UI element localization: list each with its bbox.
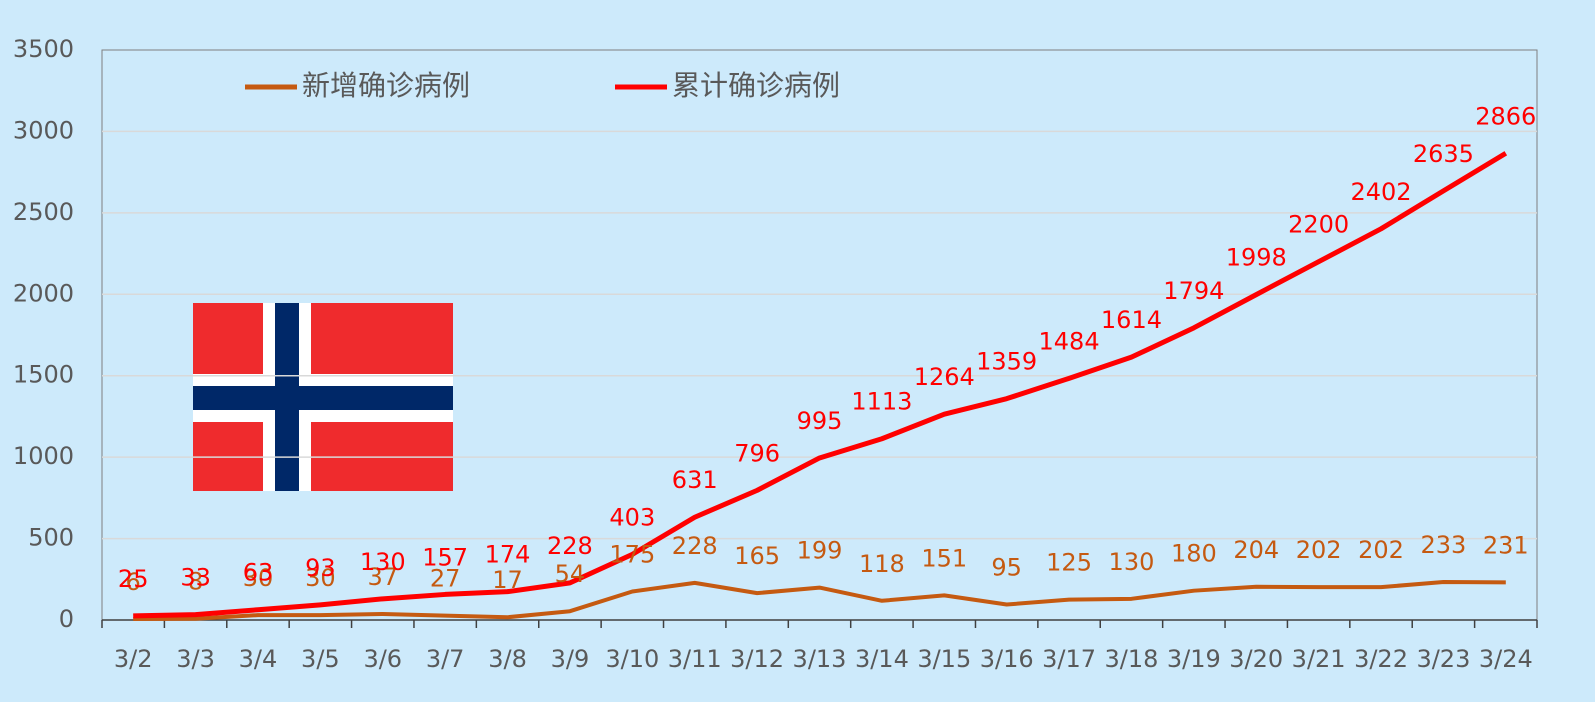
data-label: 30 (305, 564, 336, 592)
series-line (133, 151, 1508, 619)
x-tick-label: 3/7 (426, 645, 465, 673)
data-label: 204 (1233, 536, 1279, 564)
x-tick-label: 3/2 (114, 645, 153, 673)
data-label: 2635 (1413, 140, 1474, 168)
legend-label: 累计确诊病例 (672, 69, 840, 102)
data-label: 1794 (1163, 277, 1224, 305)
y-tick-label: 3500 (13, 35, 74, 63)
data-label: 202 (1358, 536, 1404, 564)
data-label: 1264 (914, 363, 975, 391)
data-label: 1614 (1101, 306, 1162, 334)
data-label: 30 (243, 564, 274, 592)
x-tick-label: 3/22 (1354, 645, 1408, 673)
data-label: 6 (126, 568, 141, 596)
x-tick-label: 3/11 (668, 645, 722, 673)
data-label: 63 (243, 559, 274, 587)
data-label: 199 (797, 537, 843, 565)
data-label: 631 (672, 466, 718, 494)
data-label: 1484 (1039, 327, 1100, 355)
flag (193, 303, 453, 491)
x-tick-label: 3/21 (1292, 645, 1346, 673)
series-line (133, 580, 1506, 622)
data-label: 2866 (1475, 102, 1536, 130)
x-tick-label: 3/16 (980, 645, 1034, 673)
y-tick-label: 2500 (13, 198, 74, 226)
x-tick-label: 3/20 (1229, 645, 1283, 673)
data-label: 27 (430, 565, 461, 593)
y-tick-label: 1000 (13, 442, 74, 470)
data-label: 93 (305, 554, 336, 582)
x-tick-label: 3/10 (605, 645, 659, 673)
data-label: 54 (555, 560, 586, 588)
data-label: 228 (547, 532, 593, 560)
data-label: 1113 (851, 388, 912, 416)
data-label: 17 (492, 566, 523, 594)
data-label: 2200 (1288, 211, 1349, 239)
data-label: 25 (118, 565, 149, 593)
x-tick-label: 3/18 (1105, 645, 1159, 673)
x-tick-label: 3/6 (363, 645, 402, 673)
data-label: 8 (188, 568, 203, 596)
data-label: 1998 (1226, 244, 1287, 272)
x-tick-label: 3/23 (1416, 645, 1470, 673)
data-label: 130 (1109, 548, 1155, 576)
y-tick-label: 3000 (13, 116, 74, 144)
data-label: 796 (734, 439, 780, 467)
x-tick-label: 3/15 (917, 645, 971, 673)
data-label: 33 (180, 564, 211, 592)
data-label: 95 (991, 554, 1022, 582)
data-label: 995 (797, 407, 843, 435)
x-tick-label: 3/5 (301, 645, 340, 673)
data-label: 118 (859, 550, 905, 578)
y-tick-label: 500 (28, 524, 74, 552)
data-label: 231 (1483, 531, 1529, 559)
x-tick-label: 3/4 (239, 645, 278, 673)
data-label: 174 (485, 541, 531, 569)
y-tick-label: 0 (59, 605, 74, 633)
data-label: 175 (609, 541, 655, 569)
data-label: 157 (422, 543, 468, 571)
x-tick-label: 3/3 (176, 645, 215, 673)
data-label: 1359 (976, 348, 1037, 376)
data-label: 202 (1296, 536, 1342, 564)
x-tick-label: 3/13 (793, 645, 847, 673)
x-tick-label: 3/9 (551, 645, 590, 673)
data-label: 180 (1171, 540, 1217, 568)
data-label: 37 (367, 563, 398, 591)
data-label: 151 (921, 544, 967, 572)
data-label: 403 (609, 503, 655, 531)
x-tick-label: 3/24 (1479, 645, 1533, 673)
x-tick-label: 3/12 (730, 645, 784, 673)
y-tick-label: 2000 (13, 279, 74, 307)
x-tick-label: 3/8 (488, 645, 527, 673)
data-label: 125 (1046, 549, 1092, 577)
x-tick-label: 3/19 (1167, 645, 1221, 673)
data-label: 165 (734, 542, 780, 570)
data-label: 233 (1421, 531, 1467, 559)
legend-label: 新增确诊病例 (302, 69, 470, 102)
data-label: 228 (672, 532, 718, 560)
data-label: 130 (360, 548, 406, 576)
y-tick-label: 1500 (13, 361, 74, 389)
data-label: 2402 (1350, 178, 1411, 206)
x-tick-label: 3/17 (1042, 645, 1096, 673)
x-tick-label: 3/14 (855, 645, 909, 673)
